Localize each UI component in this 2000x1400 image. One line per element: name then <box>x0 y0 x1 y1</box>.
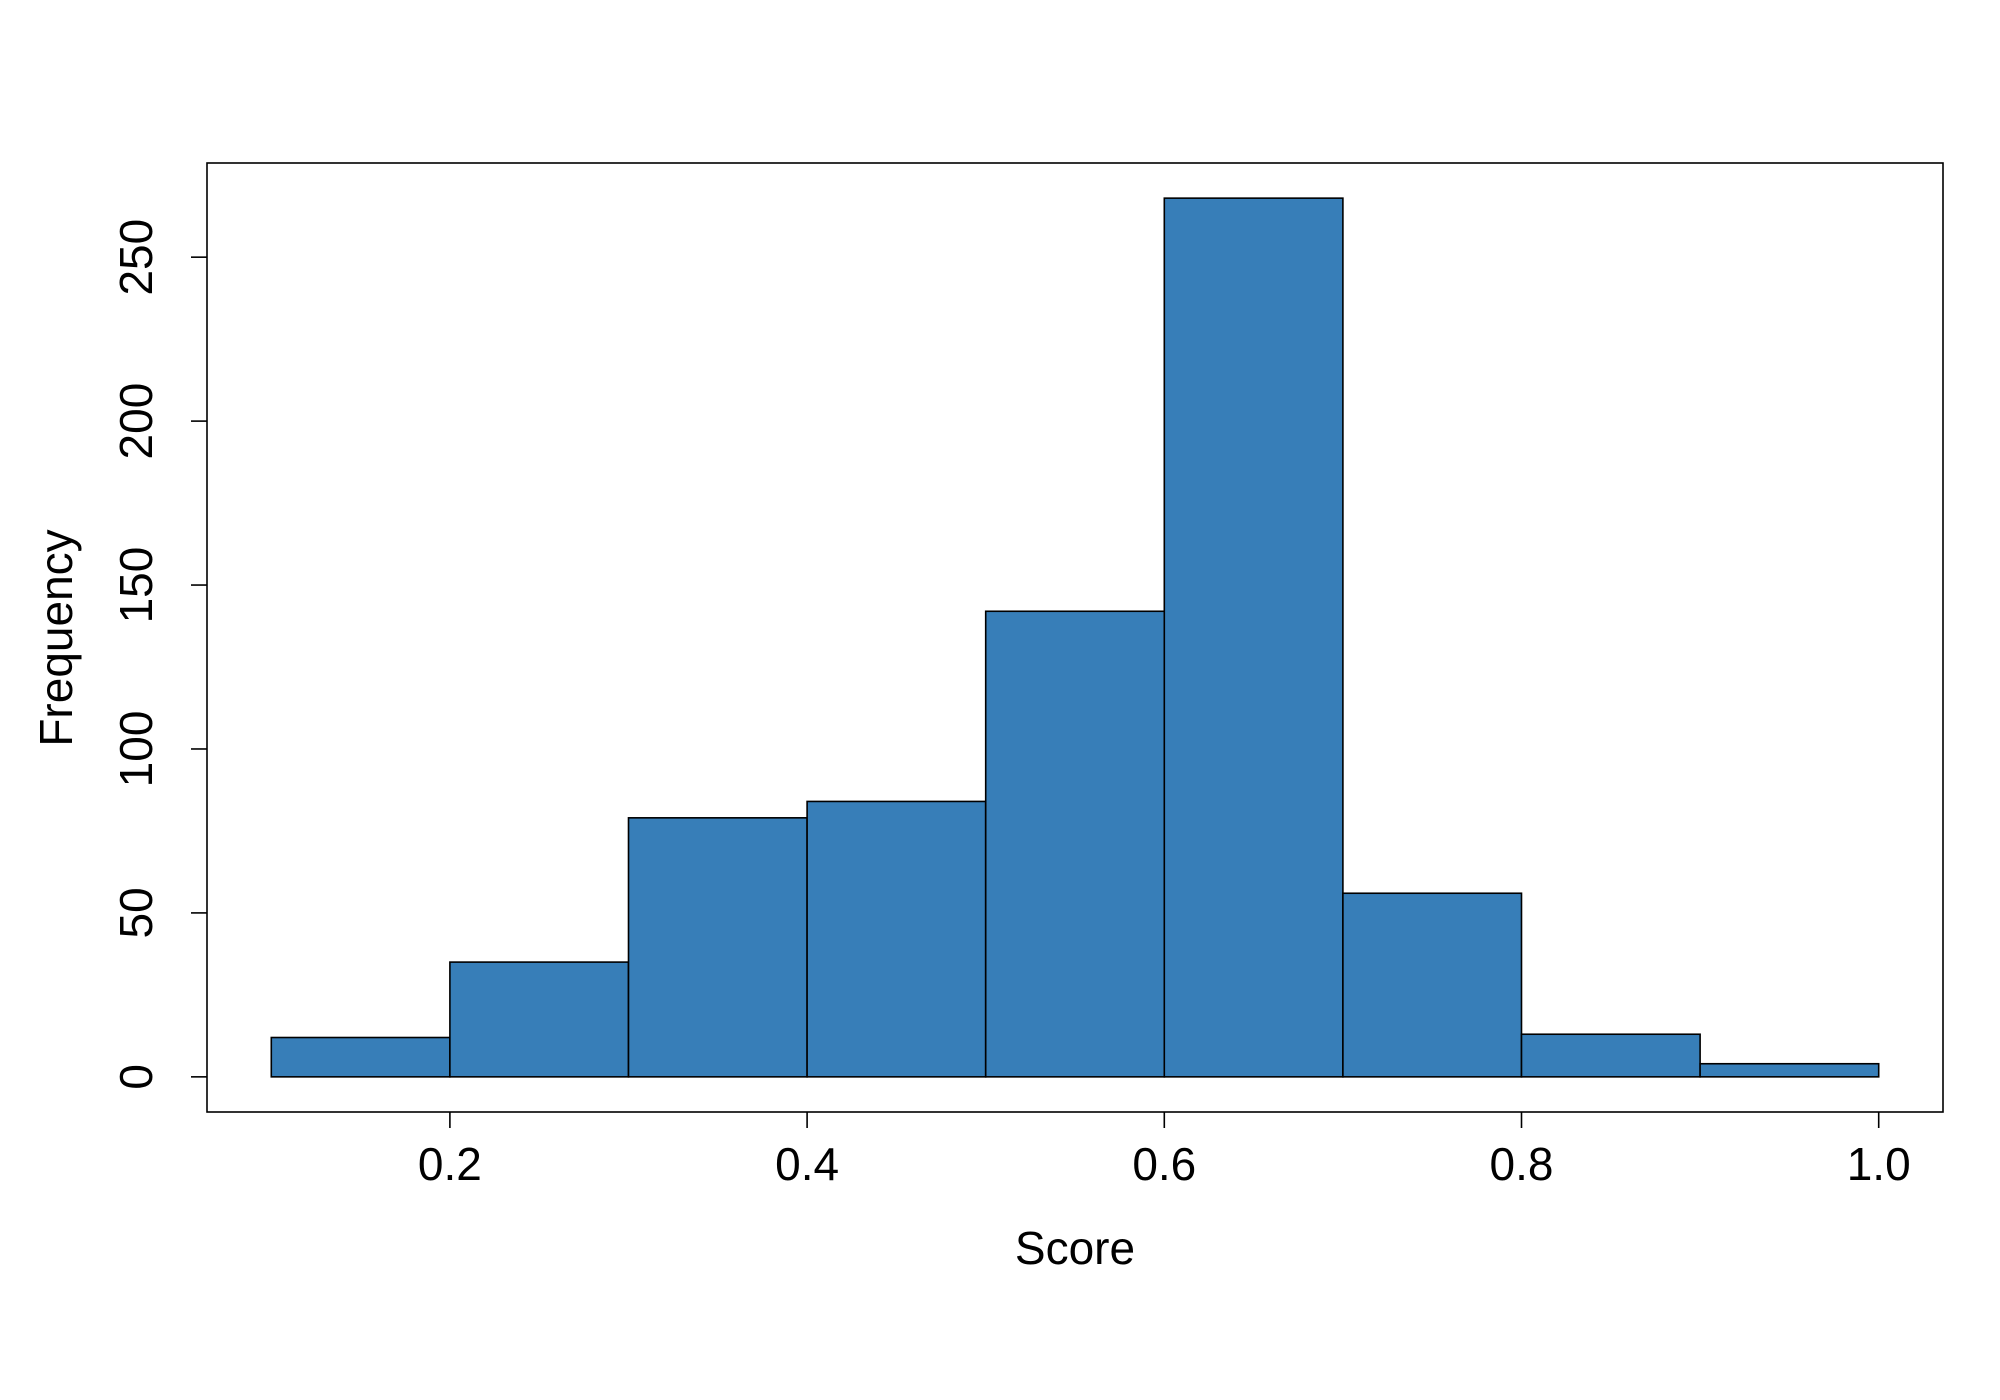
bar <box>984 610 1166 1078</box>
y-tick-label: 100 <box>110 711 162 788</box>
x-tick-label: 0.4 <box>775 1138 839 1190</box>
x-axis-label: Score <box>1015 1222 1135 1274</box>
x-tick-label: 0.2 <box>418 1138 482 1190</box>
bar <box>806 800 987 1078</box>
bar <box>270 1036 451 1078</box>
x-tick-label: 0.6 <box>1132 1138 1196 1190</box>
y-tick-label: 250 <box>110 219 162 296</box>
x-tick-label: 0.8 <box>1490 1138 1554 1190</box>
y-axis-label: Frequency <box>30 529 82 746</box>
bar <box>627 817 808 1078</box>
bar <box>449 961 630 1078</box>
bar <box>1163 197 1344 1078</box>
x-tick-label: 1.0 <box>1847 1138 1911 1190</box>
bar <box>1342 892 1523 1078</box>
y-tick-label: 150 <box>110 547 162 624</box>
y-tick-label: 0 <box>110 1064 162 1090</box>
bar <box>1520 1033 1701 1078</box>
plot-frame <box>206 162 1944 1113</box>
bar <box>1699 1062 1880 1078</box>
y-tick-label: 50 <box>110 887 162 938</box>
y-tick-label: 200 <box>110 383 162 460</box>
